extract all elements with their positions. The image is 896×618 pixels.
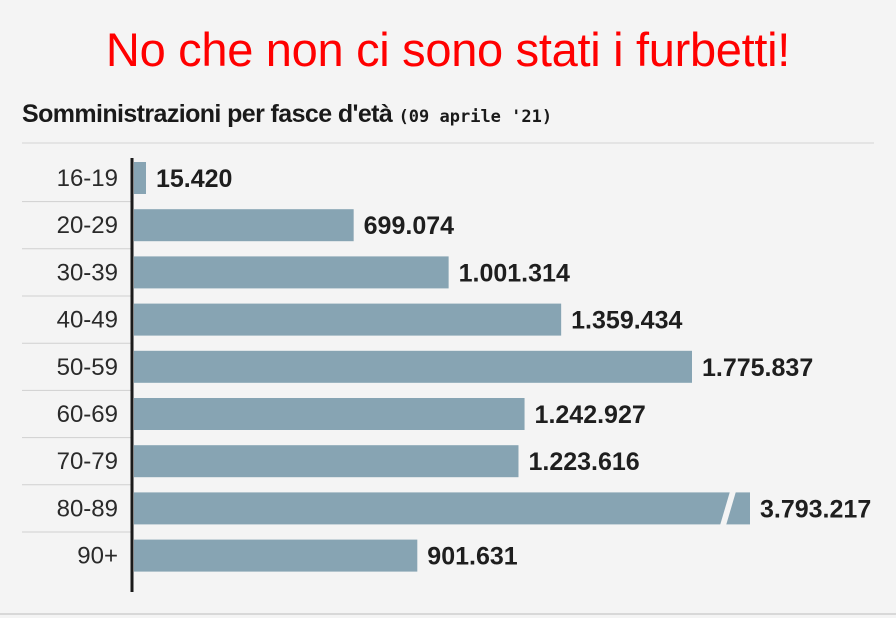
value-label: 1.223.616 (528, 448, 639, 476)
bar (134, 303, 562, 336)
subtitle-main: Somministrazioni per fasce d'età (22, 100, 393, 128)
category-label: 50-59 (57, 354, 118, 381)
bar (134, 350, 692, 383)
category-label: 60-69 (57, 401, 118, 428)
category-label: 16-19 (57, 165, 118, 192)
bar (134, 162, 146, 194)
category-label: 90+ (77, 543, 118, 570)
category-label: 80-89 (57, 495, 118, 522)
value-label: 1.775.837 (702, 354, 813, 382)
value-label: 1.359.434 (571, 307, 682, 335)
bar-rows: 16-19 15.420 20-29 699.074 30-39 1.001.314 40-… (22, 162, 871, 572)
headline: No che non ci sono stati i furbetti! (105, 23, 791, 76)
bar (134, 398, 525, 430)
value-label: 1.001.314 (459, 259, 570, 287)
bar (134, 209, 354, 242)
bar (134, 445, 519, 478)
subtitle-date: (09 aprile '21) (398, 107, 553, 127)
axis-break-mark (720, 491, 736, 526)
category-label: 70-79 (57, 448, 118, 475)
value-label: 901.631 (427, 543, 517, 571)
value-label: 1.242.927 (535, 401, 646, 429)
category-label: 40-49 (57, 307, 118, 334)
bar (134, 492, 750, 525)
value-label: 699.074 (364, 212, 454, 240)
chart-subtitle: Somministrazioni per fasce d'età (09 apr… (22, 100, 552, 129)
value-label: 15.420 (156, 165, 232, 193)
bar (134, 539, 418, 572)
value-label: 3.793.217 (760, 495, 871, 523)
category-label: 30-39 (57, 259, 118, 286)
bar (134, 256, 449, 289)
category-label: 20-29 (57, 212, 118, 239)
